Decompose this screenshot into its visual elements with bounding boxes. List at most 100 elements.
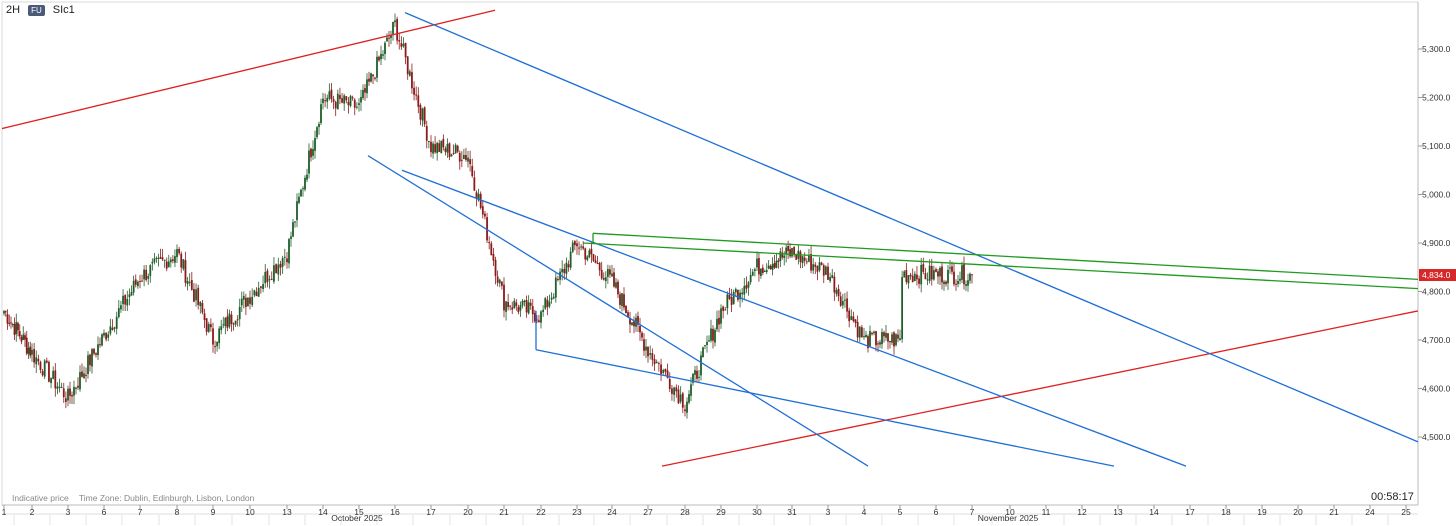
candle-body bbox=[525, 299, 528, 313]
candle-body bbox=[590, 248, 593, 255]
candle-body bbox=[949, 267, 951, 269]
candle-body bbox=[586, 256, 589, 261]
candle-body bbox=[799, 251, 802, 263]
x-tick-label: 29 bbox=[716, 507, 726, 517]
candle-body bbox=[190, 279, 193, 290]
candle-body bbox=[242, 295, 245, 300]
candle-body bbox=[837, 288, 840, 297]
candle-body bbox=[789, 249, 791, 257]
candle-body bbox=[75, 387, 77, 389]
candle-body bbox=[382, 54, 384, 56]
candle-body bbox=[471, 165, 474, 177]
candle-body bbox=[304, 177, 306, 190]
candle-body bbox=[714, 329, 716, 343]
month-label: October 2025 bbox=[331, 513, 383, 523]
candle-body bbox=[538, 320, 540, 323]
candle-body bbox=[283, 256, 286, 258]
candle-body bbox=[330, 89, 333, 100]
candle-body bbox=[573, 241, 576, 246]
candle-body bbox=[351, 97, 354, 99]
candle-body bbox=[24, 335, 26, 340]
candle-body bbox=[165, 261, 168, 269]
candle-body bbox=[484, 213, 486, 217]
candle-body bbox=[290, 236, 292, 239]
candle-body bbox=[905, 270, 908, 282]
candle-body bbox=[720, 308, 722, 324]
x-tick-label: 10 bbox=[1005, 507, 1015, 517]
candle-body bbox=[664, 368, 667, 372]
candle-body bbox=[939, 267, 941, 277]
candle-body bbox=[852, 316, 855, 322]
candle-body bbox=[396, 18, 399, 41]
candle-body bbox=[698, 376, 700, 378]
candle-body bbox=[548, 301, 551, 307]
y-tick-label: 4,800.0 bbox=[1422, 287, 1451, 297]
candle-body bbox=[619, 294, 621, 305]
candle-body bbox=[201, 303, 204, 313]
x-tick-label: 15 bbox=[354, 507, 364, 517]
candle-body bbox=[3, 311, 5, 314]
candle-body bbox=[45, 360, 48, 363]
candle-body bbox=[696, 370, 698, 379]
candle-body bbox=[302, 188, 304, 190]
candle-body bbox=[893, 332, 895, 347]
candle-body bbox=[523, 300, 526, 303]
candle-body bbox=[97, 344, 99, 356]
candle-body bbox=[380, 53, 382, 60]
candle-body bbox=[576, 243, 578, 247]
candle-body bbox=[218, 328, 221, 344]
candle-body bbox=[322, 98, 324, 104]
candle-body bbox=[947, 269, 949, 284]
candle-body bbox=[364, 88, 366, 93]
candle-body bbox=[858, 326, 861, 338]
candle-body bbox=[741, 292, 744, 295]
candle-body bbox=[275, 264, 278, 274]
candle-body bbox=[27, 347, 30, 355]
candle-body bbox=[64, 398, 67, 402]
candle-body bbox=[641, 332, 643, 338]
candle-body bbox=[955, 283, 957, 285]
month-label: November 2025 bbox=[978, 513, 1039, 523]
candle-body bbox=[230, 314, 233, 324]
symbol-label[interactable]: SIc1 bbox=[52, 4, 75, 16]
candle-body bbox=[6, 314, 9, 324]
x-tick-label: 14 bbox=[1149, 507, 1159, 517]
candle-body bbox=[406, 56, 409, 75]
timeframe-label[interactable]: 2H bbox=[6, 4, 21, 16]
candle-body bbox=[521, 300, 524, 306]
candle-body bbox=[413, 87, 415, 95]
candle-body bbox=[157, 257, 160, 259]
candle-body bbox=[77, 385, 79, 388]
x-tick-label: 20 bbox=[463, 507, 473, 517]
candle-body bbox=[507, 301, 510, 308]
candle-body bbox=[153, 258, 156, 263]
candle-body bbox=[606, 269, 609, 277]
x-tick-label: 4 bbox=[862, 507, 867, 517]
candle-body bbox=[411, 72, 413, 89]
candle-body bbox=[188, 281, 191, 283]
candle-body bbox=[841, 301, 844, 306]
candle-body bbox=[481, 206, 484, 215]
candle-body bbox=[224, 317, 227, 327]
candle-body bbox=[236, 319, 239, 321]
candle-body bbox=[808, 254, 810, 262]
candle-body bbox=[785, 247, 788, 255]
candle-body bbox=[216, 341, 219, 347]
candle-body bbox=[50, 378, 52, 384]
candle-body bbox=[234, 320, 237, 325]
candle-body bbox=[662, 369, 665, 373]
candle-body bbox=[345, 96, 348, 101]
candle-body bbox=[679, 394, 682, 402]
candle-body bbox=[513, 300, 516, 309]
candle-body bbox=[4, 311, 7, 313]
candle-body bbox=[473, 177, 476, 191]
candle-body bbox=[887, 333, 889, 342]
candle-body bbox=[25, 337, 28, 354]
trendline-red bbox=[2, 9, 496, 130]
candle-body bbox=[442, 138, 445, 148]
candle-body bbox=[247, 297, 249, 307]
candle-body bbox=[666, 370, 669, 379]
candle-body bbox=[911, 275, 914, 283]
